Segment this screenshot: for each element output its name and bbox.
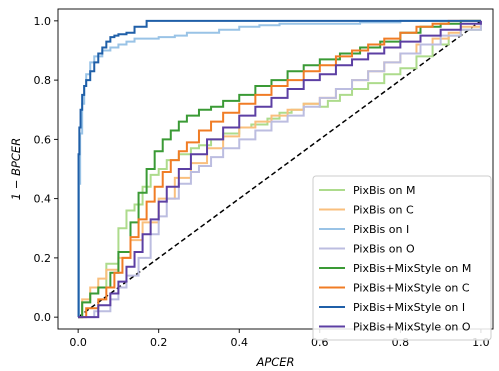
x-tick-label: 0.0 bbox=[69, 336, 87, 349]
legend-label-7: PixBis+MixStyle on I bbox=[353, 301, 465, 314]
y-tick-label: 1.0 bbox=[34, 15, 52, 28]
legend-label-6: PixBis+MixStyle on C bbox=[353, 282, 470, 295]
y-tick-label: 0.8 bbox=[34, 74, 52, 87]
y-axis-label: 1 − BPCER bbox=[9, 138, 23, 200]
y-tick-label: 0.4 bbox=[34, 193, 52, 206]
x-tick-label: 0.4 bbox=[231, 336, 249, 349]
series-layer bbox=[77, 19, 482, 319]
legend-label-5: PixBis+MixStyle on M bbox=[353, 262, 471, 275]
legend-label-8: PixBis+MixStyle on O bbox=[353, 321, 471, 334]
x-axis-label: APCER bbox=[255, 355, 294, 369]
legend: PixBis on M PixBis on C PixBis on I PixBis … bbox=[312, 175, 492, 341]
legend-box bbox=[312, 175, 492, 341]
y-tick-label: 0.0 bbox=[34, 311, 52, 324]
legend-label-3: PixBis on I bbox=[353, 223, 409, 236]
y-tick-label: 0.2 bbox=[34, 252, 52, 265]
series-line-4 bbox=[78, 20, 482, 319]
plot-frame bbox=[57, 8, 494, 330]
x-tick-label: 0.2 bbox=[150, 336, 168, 349]
series-line-8 bbox=[78, 20, 482, 319]
y-tick-label: 0.6 bbox=[34, 133, 52, 146]
legend-label-1: PixBis on M bbox=[353, 184, 415, 197]
chance-reference-line bbox=[77, 20, 482, 318]
series-line-7 bbox=[77, 19, 481, 319]
series-line-6 bbox=[78, 19, 481, 319]
legend-label-2: PixBis on C bbox=[353, 204, 414, 217]
series-line-5 bbox=[78, 19, 481, 319]
legend-label-4: PixBis on O bbox=[353, 243, 415, 256]
